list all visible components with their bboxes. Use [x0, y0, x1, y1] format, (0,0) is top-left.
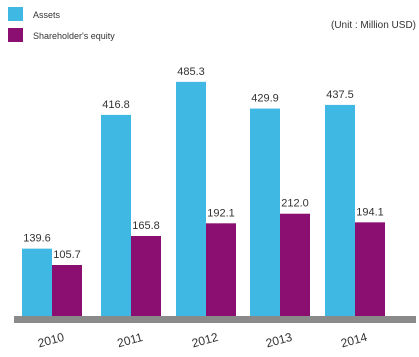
x-tick-label-2010: 2010 — [36, 330, 66, 351]
x-tick-label-2013: 2013 — [264, 330, 294, 351]
bar-equity-2014 — [355, 222, 385, 316]
value-label-assets-2010: 139.6 — [23, 233, 51, 245]
value-label-assets-2014: 437.5 — [326, 89, 354, 101]
value-label-assets-2013: 429.9 — [251, 93, 279, 105]
bar-assets-2011 — [101, 114, 131, 316]
legend-swatch-equity — [8, 28, 23, 42]
legend-label-equity: Shareholder's equity — [33, 31, 115, 41]
x-axis-baseline — [14, 316, 416, 323]
bar-equity-2012 — [206, 223, 236, 316]
value-label-equity-2010: 105.7 — [53, 249, 81, 261]
value-label-assets-2012: 485.3 — [177, 66, 205, 78]
legend-swatch-assets — [8, 7, 23, 21]
legend-label-assets: Assets — [33, 10, 61, 20]
unit-note: (Unit : Million USD) — [331, 20, 416, 31]
value-label-equity-2014: 194.1 — [356, 206, 384, 218]
value-label-assets-2011: 416.8 — [102, 99, 130, 111]
bar-equity-2010 — [52, 264, 82, 316]
value-label-equity-2012: 192.1 — [207, 207, 235, 219]
x-tick-labels-group: 2010 2011 2012 2013 2014 — [36, 330, 369, 351]
x-tick-label-2011: 2011 — [116, 330, 145, 350]
value-label-equity-2011: 165.8 — [132, 220, 160, 232]
bar-assets-2012 — [176, 81, 206, 317]
bar-assets-2013 — [250, 108, 280, 317]
bar-equity-2011 — [131, 236, 161, 316]
value-label-equity-2013: 212.0 — [281, 198, 309, 210]
x-tick-label-2012: 2012 — [190, 330, 220, 351]
bar-equity-2013 — [280, 213, 310, 316]
bars-group — [22, 81, 385, 317]
x-tick-label-2014: 2014 — [339, 330, 369, 351]
bar-assets-2014 — [325, 104, 355, 316]
bar-assets-2010 — [22, 248, 52, 316]
